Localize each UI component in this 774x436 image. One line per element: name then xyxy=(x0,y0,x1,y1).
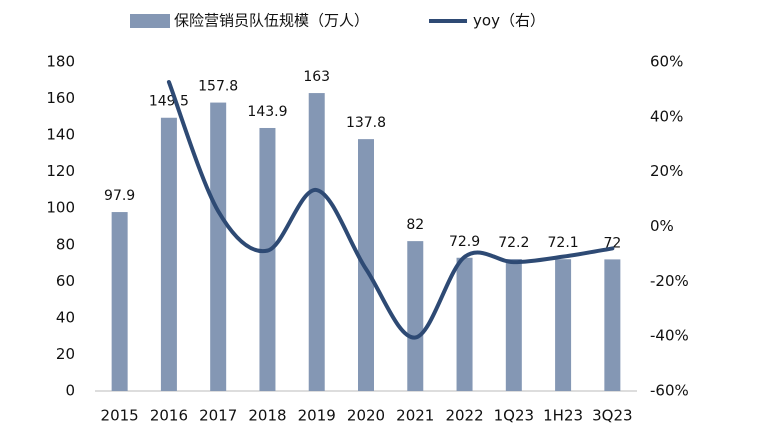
data-label: 163 xyxy=(303,69,330,85)
data-label: 149.5 xyxy=(149,94,189,110)
y2-tick-label: 20% xyxy=(650,162,683,180)
y2-tick-label: -60% xyxy=(650,382,689,400)
bar xyxy=(111,212,128,391)
x-tick-label: 2017 xyxy=(199,407,237,425)
data-label: 72.1 xyxy=(548,235,579,251)
y2-tick-label: -20% xyxy=(650,272,689,290)
x-tick-label: 2016 xyxy=(150,407,188,425)
x-tick-label: 1Q23 xyxy=(494,407,534,425)
y-tick-label: 180 xyxy=(46,53,75,71)
y-tick-label: 40 xyxy=(56,308,75,326)
legend-label: 保险营销员队伍规模（万人） xyxy=(174,12,369,30)
y-tick-label: 0 xyxy=(65,382,75,400)
bar xyxy=(259,127,276,391)
data-label: 72.2 xyxy=(498,235,529,251)
x-tick-label: 3Q23 xyxy=(592,407,632,425)
x-tick-label: 2021 xyxy=(396,407,434,425)
x-tick-label: 2022 xyxy=(445,407,483,425)
bar xyxy=(160,117,177,391)
data-label: 157.8 xyxy=(198,79,238,95)
bar xyxy=(604,259,621,391)
bar xyxy=(456,257,473,391)
y-tick-label: 120 xyxy=(46,162,75,180)
y-tick-label: 140 xyxy=(46,126,75,144)
y2-tick-label: -40% xyxy=(650,327,689,345)
y2-tick-label: 40% xyxy=(650,107,683,125)
y2-tick-label: 0% xyxy=(650,217,674,235)
x-tick-label: 1H23 xyxy=(543,407,583,425)
data-label: 143.9 xyxy=(247,104,287,120)
data-label: 97.9 xyxy=(104,188,135,204)
y-tick-label: 80 xyxy=(56,235,75,253)
data-label: 82 xyxy=(406,217,424,233)
line xyxy=(166,80,615,340)
y2-tick-label: 60% xyxy=(650,53,683,71)
y-tick-label: 60 xyxy=(56,272,75,290)
bar xyxy=(210,102,227,392)
y-tick-label: 160 xyxy=(46,89,75,107)
x-tick-label: 2018 xyxy=(248,407,286,425)
bar xyxy=(555,259,572,391)
legend-swatch xyxy=(130,14,170,28)
bar xyxy=(505,259,522,391)
y-tick-label: 100 xyxy=(46,199,75,217)
bar xyxy=(358,139,374,391)
x-tick-label: 2015 xyxy=(101,407,139,425)
data-label: 137.8 xyxy=(346,115,386,131)
data-label: 72.9 xyxy=(449,234,480,250)
y-tick-label: 20 xyxy=(56,345,75,363)
x-tick-label: 2020 xyxy=(347,407,385,425)
x-tick-label: 2019 xyxy=(298,407,336,425)
bar xyxy=(407,241,424,391)
legend-label: yoy（右） xyxy=(473,12,545,30)
bar xyxy=(308,93,325,392)
